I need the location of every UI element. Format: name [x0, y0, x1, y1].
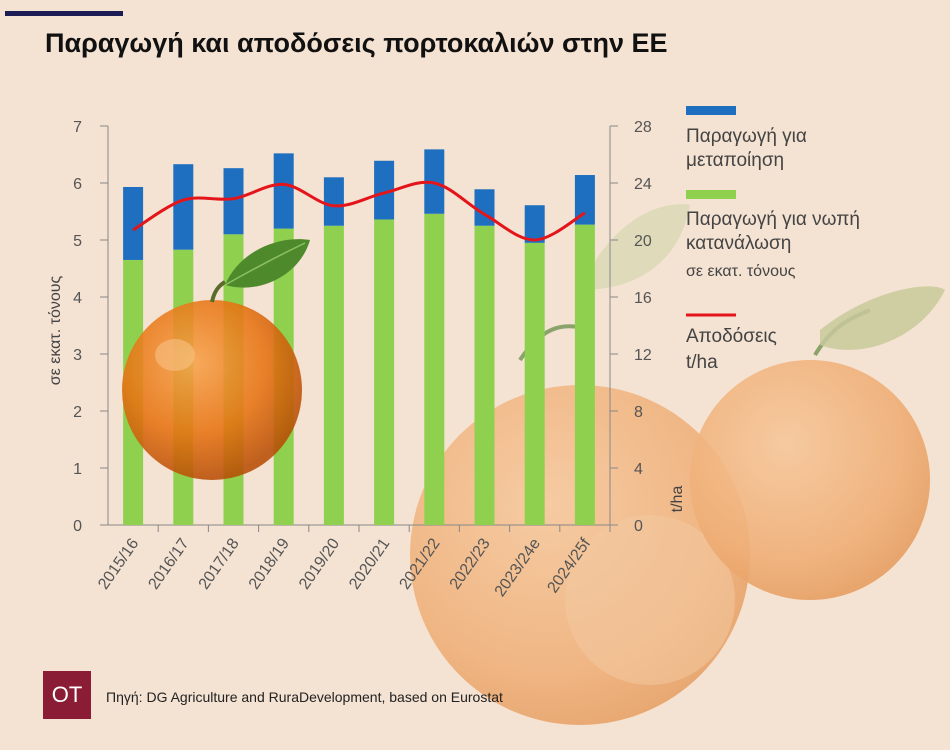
y2-tick-label: 8 — [634, 404, 643, 421]
bar-processing — [323, 177, 344, 226]
chart-title: Παραγωγή και αποδόσεις πορτοκαλιών στην … — [45, 28, 668, 58]
legend-yield-line1: Αποδόσεις — [686, 326, 777, 347]
x-tick-label: 2019/20 — [296, 535, 343, 592]
bar-fresh — [524, 242, 545, 525]
ot-logo: OT — [43, 671, 91, 719]
bar-fresh — [574, 224, 595, 526]
x-tick-label: 2018/19 — [246, 535, 293, 592]
legend: Παραγωγή για μεταποίηση Παραγωγή για νωπ… — [686, 106, 860, 373]
bar-processing — [374, 160, 395, 220]
y-tick-label: 2 — [73, 404, 82, 421]
x-tick-label: 2015/16 — [95, 535, 142, 592]
y2-tick-label: 24 — [634, 176, 652, 193]
top-rule — [5, 11, 123, 16]
bar-processing — [273, 153, 294, 229]
legend-swatch-fresh — [686, 190, 736, 199]
bar-processing — [123, 186, 144, 260]
y2-tick-label: 16 — [634, 290, 652, 307]
y-tick-label: 4 — [73, 290, 82, 307]
leaf-illustration — [580, 204, 690, 290]
y2-axis-title: t/ha — [669, 486, 686, 513]
y2-tick-label: 12 — [634, 347, 652, 364]
orange-illustration-right — [690, 286, 945, 600]
bar-fresh — [424, 213, 445, 525]
y2-tick-label: 0 — [634, 518, 643, 535]
y-tick-label: 7 — [73, 119, 82, 136]
legend-fresh-unit: σε εκατ. τόνους — [686, 263, 796, 280]
y2-tick-label: 28 — [634, 119, 652, 136]
bar-fresh — [474, 225, 495, 525]
x-tick-label: 2017/18 — [196, 535, 243, 592]
bar-fresh — [374, 219, 395, 526]
y-tick-label: 1 — [73, 461, 82, 478]
legend-fresh-line2: κατανάλωση — [686, 233, 791, 254]
bar-processing — [524, 205, 545, 243]
bar-processing — [223, 168, 244, 235]
legend-processing-line2: μεταποίηση — [686, 150, 784, 171]
orange-illustration-large — [410, 324, 750, 725]
y-axis-title: σε εκατ. τόνους — [47, 276, 64, 386]
y-tick-label: 6 — [73, 176, 82, 193]
legend-processing-line1: Παραγωγή για — [686, 126, 807, 147]
orange-illustration-small — [122, 239, 310, 480]
bar-fresh — [323, 225, 344, 525]
legend-swatch-processing — [686, 106, 736, 115]
y2-tick-label: 20 — [634, 233, 652, 250]
y-tick-label: 3 — [73, 347, 82, 364]
y-tick-label: 5 — [73, 233, 82, 250]
legend-fresh-line1: Παραγωγή για νωπή — [686, 209, 860, 230]
y2-tick-label: 4 — [634, 461, 643, 478]
x-tick-label: 2016/17 — [145, 535, 192, 592]
y-tick-label: 0 — [73, 518, 82, 535]
source-note: Πηγή: DG Agriculture and RuraDevelopment… — [106, 689, 503, 705]
bar-processing — [173, 164, 194, 250]
yield-line — [132, 180, 586, 242]
x-tick-label: 2020/21 — [346, 535, 393, 592]
bar-processing — [574, 175, 595, 225]
legend-yield-line2: t/ha — [686, 352, 718, 373]
